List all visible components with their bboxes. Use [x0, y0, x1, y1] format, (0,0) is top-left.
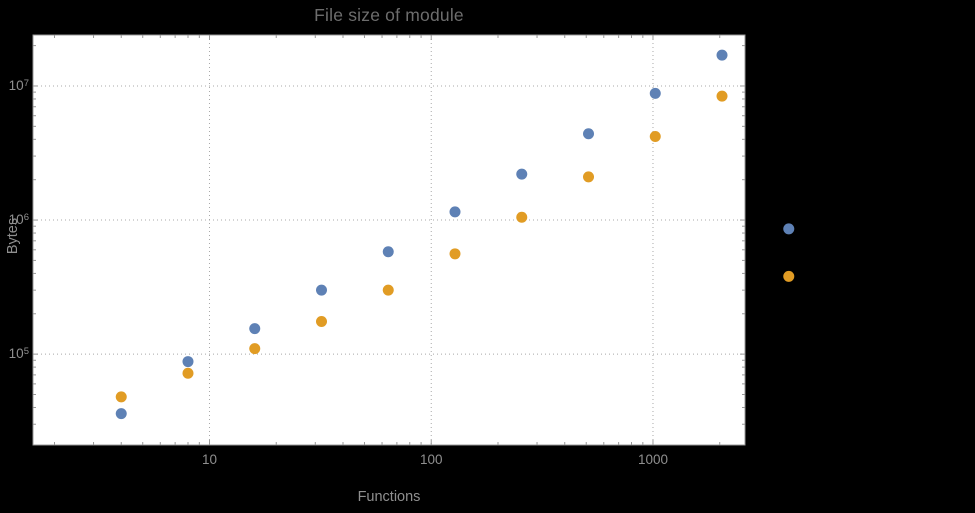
x-axis-label: Functions: [357, 489, 421, 505]
data-point-series-blue: [115, 408, 127, 420]
y-tick-label: 107: [8, 77, 29, 93]
y-axis-label: Bytes: [5, 217, 21, 255]
data-point-series-blue: [182, 356, 194, 368]
data-point-series-orange: [182, 367, 194, 379]
plot-frame: [32, 34, 746, 446]
plot-background: [33, 35, 745, 445]
data-point-series-orange: [516, 211, 528, 223]
data-point-series-blue: [516, 168, 528, 180]
chart-title: File size of module: [314, 5, 464, 25]
data-point-series-orange: [449, 248, 461, 260]
data-point-series-blue: [649, 87, 661, 99]
y-tick-label: 106: [8, 212, 29, 228]
data-point-series-blue: [382, 246, 394, 258]
data-point-series-orange: [649, 130, 661, 142]
data-point-series-blue: [449, 206, 461, 218]
data-point-series-orange: [382, 284, 394, 296]
data-point-series-blue: [783, 223, 795, 235]
data-point-series-orange: [783, 270, 795, 282]
data-point-series-blue: [316, 284, 328, 296]
data-point-series-orange: [583, 171, 595, 183]
data-point-series-orange: [716, 90, 728, 102]
data-point-series-blue: [249, 323, 261, 335]
data-point-series-blue: [716, 49, 728, 61]
y-tick-label: 105: [8, 346, 29, 362]
data-point-series-orange: [249, 343, 261, 355]
x-tick-label: 1000: [637, 452, 668, 467]
x-tick-label: 100: [419, 452, 443, 467]
data-point-series-orange: [316, 316, 328, 328]
x-tick-label: 10: [201, 452, 217, 467]
data-point-series-blue: [583, 128, 595, 140]
data-point-series-orange: [115, 391, 127, 403]
